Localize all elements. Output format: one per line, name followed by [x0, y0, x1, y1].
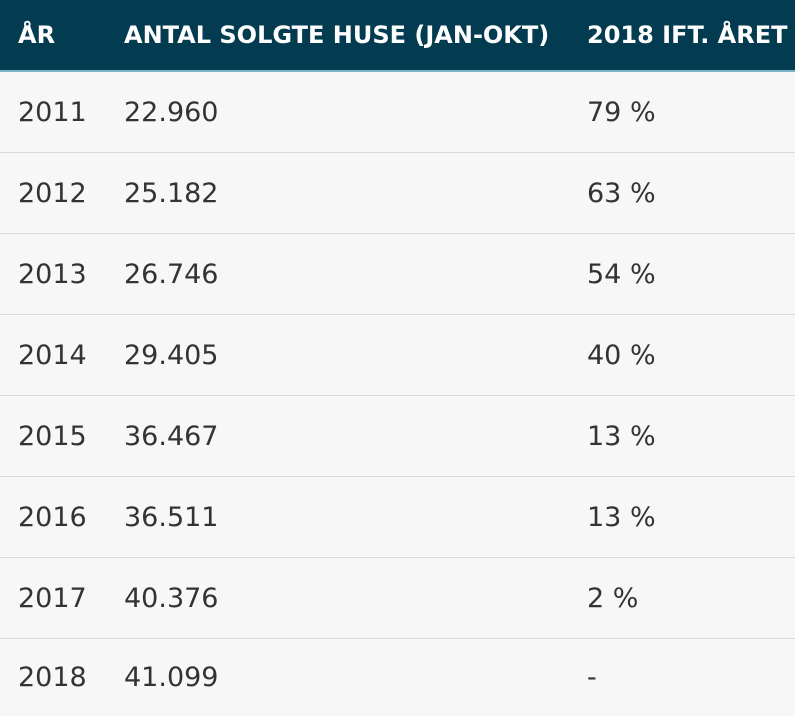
table-row: 2018 41.099 -: [0, 639, 795, 716]
cell-year: 2012: [18, 177, 87, 209]
cell-percentage: 40 %: [587, 339, 656, 371]
cell-percentage: 63 %: [587, 177, 656, 209]
cell-year: 2014: [18, 339, 87, 371]
cell-houses-sold: 36.511: [124, 501, 219, 533]
cell-houses-sold: 40.376: [124, 582, 219, 614]
cell-percentage: 13 %: [587, 501, 656, 533]
cell-year: 2018: [18, 662, 87, 693]
cell-houses-sold: 29.405: [124, 339, 219, 371]
cell-percentage: 79 %: [587, 96, 656, 128]
cell-houses-sold: 36.467: [124, 420, 219, 452]
cell-year: 2013: [18, 258, 87, 290]
cell-percentage: 13 %: [587, 420, 656, 452]
table-row: 2015 36.467 13 %: [0, 396, 795, 477]
header-houses-sold: ANTAL SOLGTE HUSE (JAN-OKT): [124, 21, 550, 49]
table-row: 2016 36.511 13 %: [0, 477, 795, 558]
header-year: ÅR: [18, 21, 56, 49]
table-row: 2011 22.960 79 %: [0, 72, 795, 153]
cell-year: 2015: [18, 420, 87, 452]
cell-houses-sold: 26.746: [124, 258, 219, 290]
table-row: 2012 25.182 63 %: [0, 153, 795, 234]
header-2018-vs-year: 2018 IFT. ÅRET: [587, 21, 788, 49]
table-row: 2013 26.746 54 %: [0, 234, 795, 315]
cell-percentage: -: [587, 662, 597, 693]
cell-percentage: 2 %: [587, 582, 639, 614]
cell-year: 2017: [18, 582, 87, 614]
cell-year: 2011: [18, 96, 87, 128]
table-header: ÅR ANTAL SOLGTE HUSE (JAN-OKT) 2018 IFT.…: [0, 0, 795, 72]
cell-year: 2016: [18, 501, 87, 533]
table-row: 2017 40.376 2 %: [0, 558, 795, 639]
table-row: 2014 29.405 40 %: [0, 315, 795, 396]
cell-percentage: 54 %: [587, 258, 656, 290]
cell-houses-sold: 41.099: [124, 662, 219, 693]
cell-houses-sold: 22.960: [124, 96, 219, 128]
cell-houses-sold: 25.182: [124, 177, 219, 209]
